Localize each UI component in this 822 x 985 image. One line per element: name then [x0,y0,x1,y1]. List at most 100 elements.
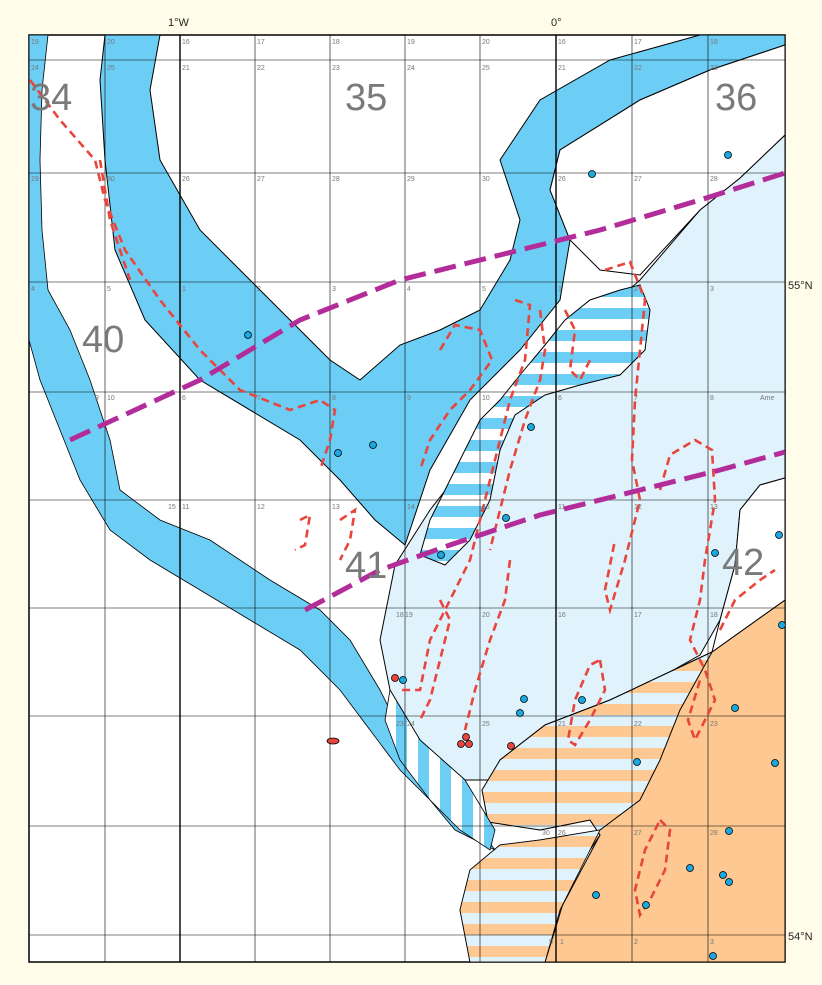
area-label-36: 36 [715,77,757,119]
magenta-line-north [68,170,785,443]
rectangle-label: 28 [332,176,340,183]
rectangle-label: 19 [405,612,413,619]
area-42-sea [711,477,785,654]
rectangle-label: 26 [182,176,190,183]
red-outline-7 [603,260,647,615]
rectangle-label: 1 [558,286,562,293]
blue-point [502,514,510,522]
magenta-lines [68,170,785,613]
blue-point [369,441,377,449]
red-point [457,740,465,748]
northeast-land [549,44,785,276]
blue-point [516,709,524,717]
blue-point [775,531,783,539]
area-label-41: 41 [345,545,387,587]
rectangle-label: 7 [257,395,261,402]
rectangle-label: 27 [257,176,265,183]
rectangle-label: 16 [182,39,190,46]
rectangle-label: 19 [31,39,39,46]
rectangle-label: 11 [558,504,565,511]
rectangle-label: 25 [107,65,115,72]
rectangle-label: 18 [332,39,340,46]
rectangle-label: 4 [31,286,35,293]
longitude-label-1w: 1°W [168,17,190,29]
rectangle-label: 3 [710,286,714,293]
rectangle-label: 17 [634,612,642,619]
latitude-label-54n: 54°N [788,931,813,943]
rectangle-label: 3 [710,939,714,946]
rectangle-label: 23 [710,721,718,728]
rectangle-label: 6 [182,395,186,402]
blue-point [592,891,600,899]
rectangle-label: 5 [107,286,111,293]
red-point [465,740,473,748]
rectangle-label: 19 [407,39,415,46]
rectangle-label: 27 [634,176,642,183]
blue-point [709,952,717,960]
red-outline-3 [418,323,494,471]
rectangle-label: 22 [634,721,642,728]
rectangle-label: 21 [182,65,190,72]
blue-point [642,901,650,909]
rectangle-label: 13 [710,504,718,511]
rectangle-label: 3 [332,286,336,293]
rectangle-label: 25 [482,65,490,72]
rectangle-label: 30 [542,830,550,837]
blue-point [520,695,528,703]
rectangle-label: 10 [482,395,490,402]
rectangle-label: 16 [558,612,566,619]
rectangle-label: 23 [396,721,404,728]
area-label-42: 42 [722,542,764,584]
rectangle-label: 16 [558,39,566,46]
rectangle-label: 24 [407,65,415,72]
rectangle-label: 21 [558,721,566,728]
rectangle-label: 23 [332,65,340,72]
rectangle-label: 15 [168,504,176,511]
blue-point [334,449,342,457]
rectangle-label: 1 [182,286,186,293]
rectangle-label: 22 [634,65,642,72]
rectangle-label: 30 [107,176,115,183]
rectangle-label: 13 [332,504,340,511]
blue-points [244,151,785,960]
area-label-35: 35 [345,77,387,119]
red-outline-9 [718,568,776,631]
rectangle-label: 20 [107,39,115,46]
longitude-label-0: 0° [551,17,562,29]
red-point [391,674,399,682]
rectangle-label: 15 [482,504,490,511]
rectangle-label: 9 [407,395,411,402]
red-point [507,742,515,750]
magenta-line-south [303,449,785,613]
rectangle-label: 7 [634,395,638,402]
red-outline-15 [418,599,452,721]
blue-point [527,423,535,431]
area-label-34: 34 [30,77,72,119]
rectangle-label: 2 [634,939,638,946]
rectangle-label: 22 [257,65,265,72]
area-label-40: 40 [82,319,124,361]
latitude-label-55n: 55°N [788,280,813,292]
rectangle-label: 8 [710,395,714,402]
red-outline-1 [29,79,337,471]
red-outline-8 [658,438,717,744]
rectangle-label: 4 [407,286,411,293]
rectangle-label: 9 [95,395,99,402]
major-meridians [179,35,557,962]
blue-point [437,551,445,559]
rectangle-label: 18 [710,612,718,619]
striped-channel [419,284,651,566]
striped-nearshore [384,688,496,851]
blue-point [633,758,641,766]
red-marker [326,737,340,745]
rectangle-label: 24 [407,721,415,728]
rectangle-label: 5 [549,939,553,946]
red-dashed-outlines [29,79,776,919]
rectangle-label: 20 [482,39,490,46]
rectangle-label: 12 [257,504,265,511]
area-labels: 34 35 36 40 41 42 [30,77,764,587]
blue-point [244,331,252,339]
grid [29,35,785,962]
